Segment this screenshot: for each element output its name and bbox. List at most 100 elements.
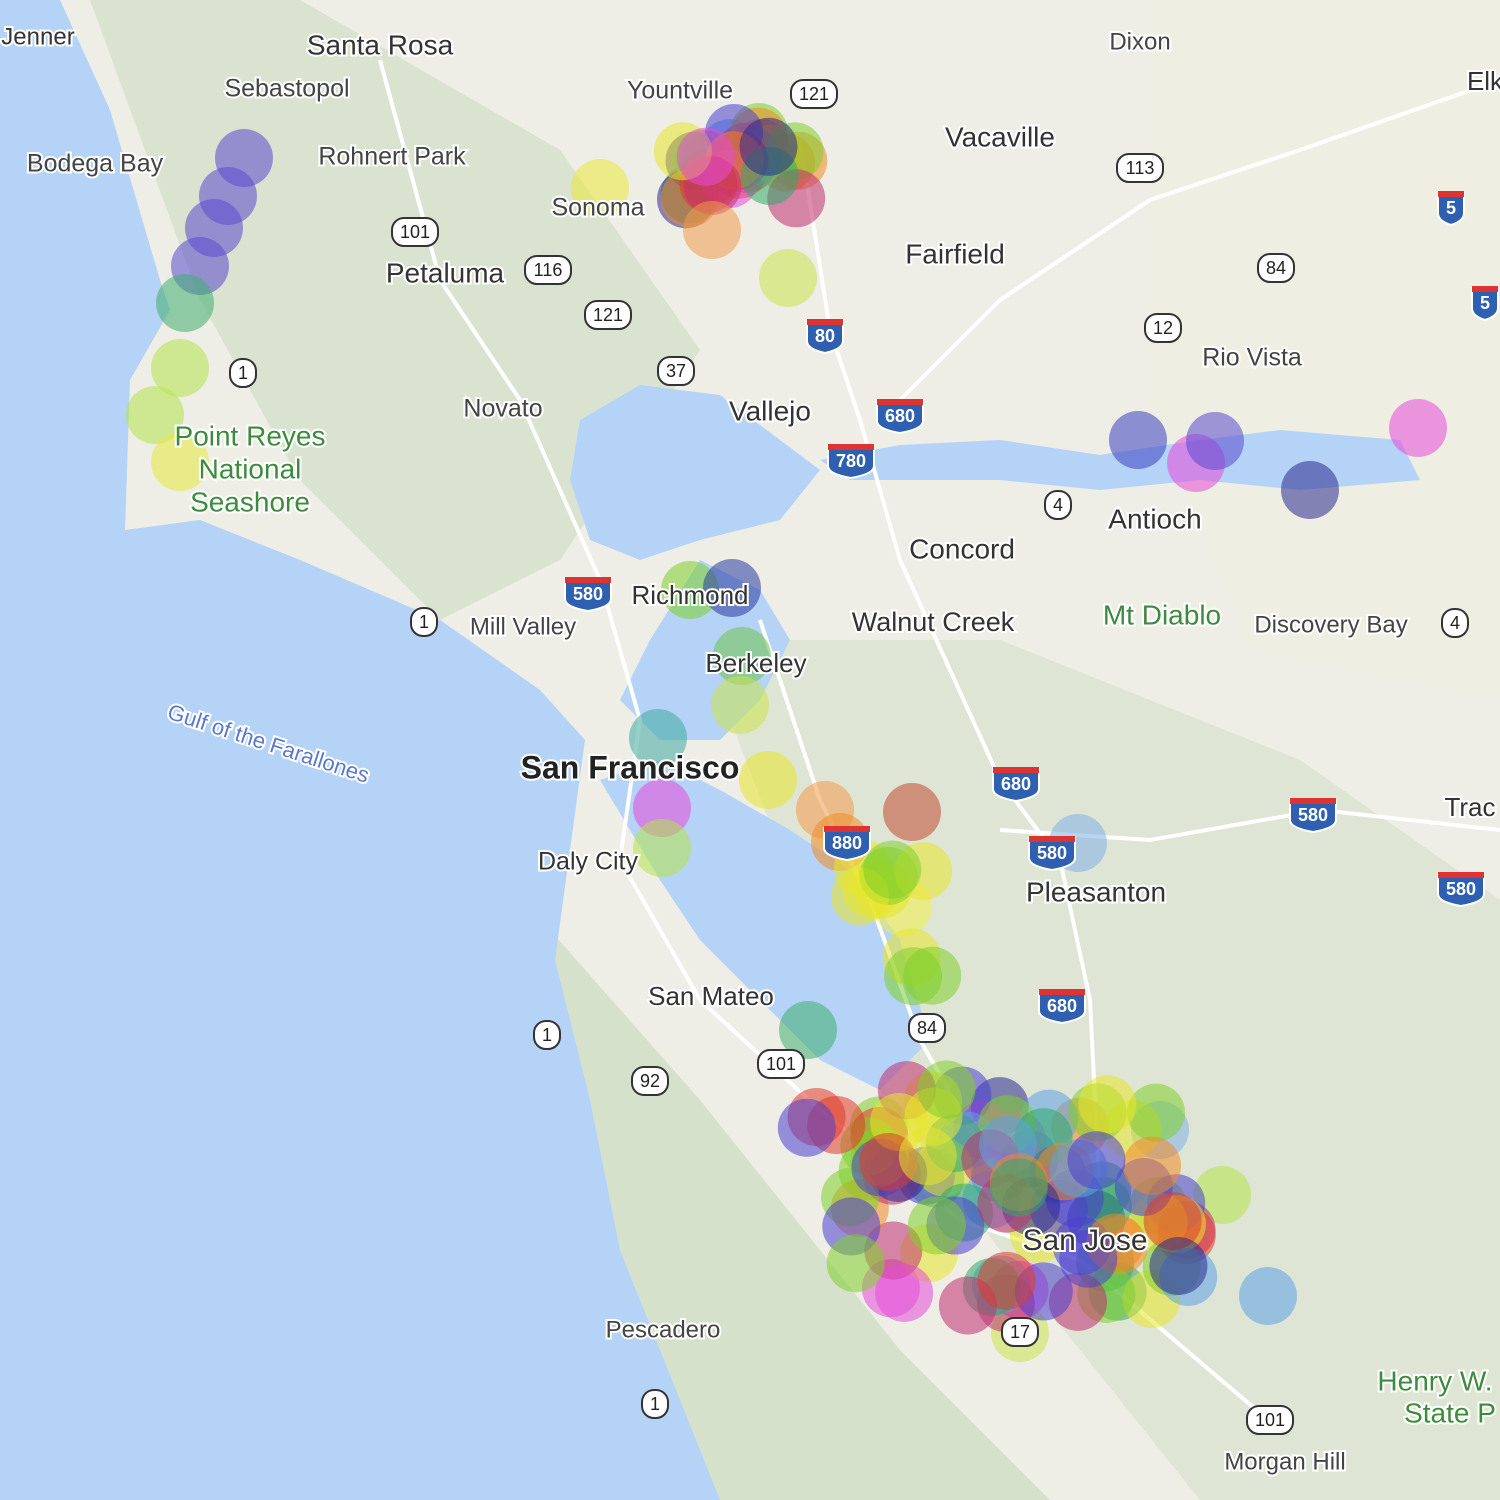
place-label: Rohnert Park xyxy=(318,143,466,171)
marker xyxy=(1123,1136,1182,1195)
shield-top xyxy=(1029,836,1075,842)
place-label: Berkeley xyxy=(705,648,806,678)
place-label: San Jose xyxy=(1022,1224,1147,1257)
place-label: Novato xyxy=(463,395,542,423)
marker xyxy=(917,1060,976,1119)
marker xyxy=(777,1098,836,1157)
place-label: Point Reyes xyxy=(175,420,326,451)
shield-body xyxy=(1001,1317,1039,1347)
shield-label: 113 xyxy=(1126,158,1155,178)
marker xyxy=(1059,1229,1118,1288)
route-shield: 4 xyxy=(1441,608,1469,638)
shield-body xyxy=(641,1389,669,1419)
shield-top xyxy=(565,577,611,583)
marker xyxy=(883,783,941,841)
shield-label: 4 xyxy=(1053,495,1063,515)
route-shield: 113 xyxy=(1116,153,1164,183)
shield-label: 4 xyxy=(1450,613,1460,633)
marker xyxy=(661,561,719,619)
marker xyxy=(898,1127,957,1186)
place-label: Elk xyxy=(1467,66,1500,96)
interstate-shield: 580 xyxy=(1028,836,1076,872)
marker xyxy=(1389,399,1447,457)
place-label: Vallejo xyxy=(729,395,811,426)
road xyxy=(878,78,1500,422)
shield-body xyxy=(1028,837,1076,872)
shield-label: 1 xyxy=(650,1394,660,1414)
shield-body xyxy=(410,607,438,637)
shield-body xyxy=(1289,799,1337,834)
shield-label: 92 xyxy=(640,1071,660,1091)
shield-body xyxy=(1471,287,1499,322)
place-label: Vacaville xyxy=(945,121,1055,152)
place-label: Sebastopol xyxy=(224,75,349,103)
shield-body xyxy=(1246,1405,1294,1435)
place-label: State P xyxy=(1404,1397,1496,1428)
marker xyxy=(571,159,629,217)
marker xyxy=(863,840,922,899)
shield-body xyxy=(657,356,695,386)
marker xyxy=(126,386,184,444)
marker xyxy=(1109,411,1167,469)
shield-body xyxy=(827,445,875,480)
labels: Jenner Santa Rosa Dixon Elk Sebastopol Yountv… xyxy=(0,21,1500,1477)
marker xyxy=(633,819,691,877)
shield-top xyxy=(1438,872,1484,878)
shield-body xyxy=(533,1020,561,1050)
shield-label: 37 xyxy=(666,361,686,381)
place-label: Richmond xyxy=(631,580,748,610)
shield-body xyxy=(631,1066,669,1096)
route-shield: 121 xyxy=(584,300,632,330)
place-label: Sonoma xyxy=(551,194,644,222)
interstate-shield: 580 xyxy=(1289,798,1337,834)
marker xyxy=(826,1234,885,1293)
marker xyxy=(1193,1166,1251,1224)
route-shield: 116 xyxy=(524,255,572,285)
shield-label: 680 xyxy=(885,406,915,426)
shield-top xyxy=(1290,798,1336,804)
shield-body xyxy=(806,320,844,355)
marker xyxy=(759,249,817,307)
shield-label: 580 xyxy=(573,584,603,604)
marker xyxy=(1078,1075,1137,1134)
interstate-shield: 680 xyxy=(1038,989,1086,1025)
route-shield: 4 xyxy=(1044,490,1072,520)
interstate-shield: 680 xyxy=(992,767,1040,803)
marker xyxy=(779,1001,837,1059)
place-label: Dixon xyxy=(1109,28,1170,55)
route-shield: 12 xyxy=(1144,313,1182,343)
place-label: Seashore xyxy=(190,486,310,517)
shield-label: 1 xyxy=(238,363,248,383)
shield-label: 780 xyxy=(836,451,866,471)
shield-label: 80 xyxy=(815,326,835,346)
shield-body xyxy=(1437,192,1465,227)
shield-label: 680 xyxy=(1001,774,1031,794)
route-shield: 1 xyxy=(410,607,438,637)
place-label: Yountville xyxy=(627,77,733,105)
shield-top xyxy=(807,319,843,325)
shield-body xyxy=(1437,873,1485,908)
place-label: Jenner xyxy=(1,23,74,50)
shield-label: 12 xyxy=(1153,318,1173,338)
marker xyxy=(739,751,797,809)
route-shield: 17 xyxy=(1001,1317,1039,1347)
shield-top xyxy=(828,444,874,450)
shield-body xyxy=(1257,253,1295,283)
marker xyxy=(1239,1267,1297,1325)
place-label: Santa Rosa xyxy=(307,29,454,60)
place-label: Morgan Hill xyxy=(1224,1448,1345,1475)
shield-label: 580 xyxy=(1298,805,1328,825)
marker xyxy=(629,709,687,767)
ocean xyxy=(0,0,720,1500)
marker xyxy=(989,1158,1048,1217)
shield-label: 1 xyxy=(419,612,429,632)
place-label: Discovery Bay xyxy=(1254,611,1407,638)
place-label: Fairfield xyxy=(905,238,1005,269)
interstate-shield: 680 xyxy=(876,399,924,435)
shield-label: 1 xyxy=(542,1025,552,1045)
shield-label: 84 xyxy=(1266,258,1286,278)
shield-label: 101 xyxy=(1255,1410,1285,1430)
route-shield: 121 xyxy=(790,79,838,109)
place-label: Petaluma xyxy=(386,257,505,288)
route-shield: 1 xyxy=(641,1389,669,1419)
